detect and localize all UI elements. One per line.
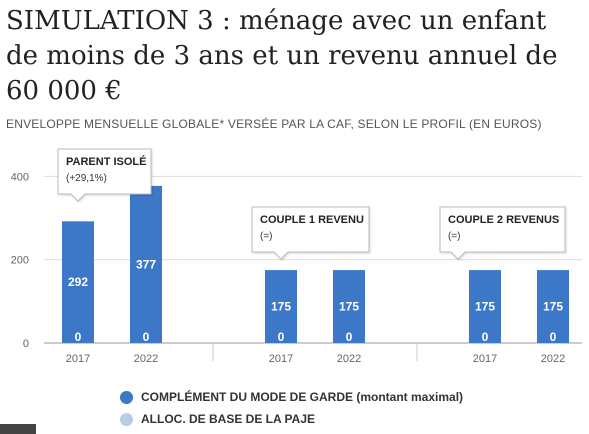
callout-note: (=) [260,231,273,242]
bar-complement-garde [469,270,501,343]
chart-subtitle: ENVELOPPE MENSUELLE GLOBALE* VERSÉE PAR … [6,117,542,131]
callout-title: COUPLE 2 REVENUS [448,214,559,226]
bar-complement-garde [333,270,365,343]
legend-item-garde[interactable]: COMPLÉMENT DU MODE DE GARDE (montant max… [120,386,463,408]
callout-box [57,148,152,202]
y-axis-ticks: 0 200 400 [11,171,29,350]
bar-zero-label: 0 [143,330,150,344]
callout-note: (+29,1%) [66,173,107,184]
bar-complement-garde [62,221,94,343]
y-tick-label: 400 [11,171,29,183]
bar-complement-garde [265,270,297,343]
bar-value-label: 175 [475,300,495,314]
y-tick-label: 0 [23,338,29,350]
callout-box [251,206,370,260]
bar-zero-label: 0 [278,330,285,344]
bar-zero-label: 0 [482,330,489,344]
callout-box [439,206,566,260]
bar-value-label: 292 [68,275,88,289]
bar-value-label: 175 [543,300,563,314]
bar-complement-garde [130,185,162,343]
group-callouts: PARENT ISOLÉ(+29,1%)COUPLE 1 REVENU(=)CO… [57,148,566,260]
bar-zero-label: 0 [75,330,82,344]
x-tick-label: 2017 [473,353,497,365]
callout-2: COUPLE 1 REVENU (=) [251,206,370,260]
bar-value-label: 175 [339,300,359,314]
callout-1: PARENT ISOLÉ (+29,1%) [57,148,152,202]
x-axis-ticks: 2017 2022 2017 2022 2017 2022 [66,353,565,365]
bar-value-label: 377 [136,257,156,271]
x-tick-label: 2017 [66,353,90,365]
callout-title: COUPLE 1 REVENU [260,214,364,226]
y-tick-label: 200 [11,255,29,267]
legend-item-paje[interactable]: ALLOC. DE BASE DE LA PAJE [120,408,463,430]
bar-value-label: 175 [271,300,291,314]
legend-label: COMPLÉMENT DU MODE DE GARDE (montant max… [141,390,464,404]
callout-3: COUPLE 2 REVENUS (=) [439,206,566,260]
bar-complement-garde [537,270,569,343]
callout-title: PARENT ISOLÉ [66,155,146,168]
x-tick-label: 2022 [337,353,361,365]
corner-block [0,424,36,434]
legend-swatch-icon [120,390,133,404]
callout-note: (=) [448,231,461,242]
x-tick-label: 2022 [134,353,158,365]
legend: COMPLÉMENT DU MODE DE GARDE (montant max… [120,386,463,430]
x-tick-label: 2017 [269,353,293,365]
chart-title: SIMULATION 3 : ménage avec un enfant de … [6,6,558,106]
x-tick-label: 2022 [541,353,565,365]
bar-zero-label: 0 [550,330,557,344]
legend-swatch-icon [120,412,133,426]
bars: 292 0 377 0 175 0 175 0 175 0 175 0 [62,185,569,344]
bar-zero-label: 0 [346,330,353,344]
gridlines [44,175,582,361]
legend-label: ALLOC. DE BASE DE LA PAJE [141,412,316,426]
